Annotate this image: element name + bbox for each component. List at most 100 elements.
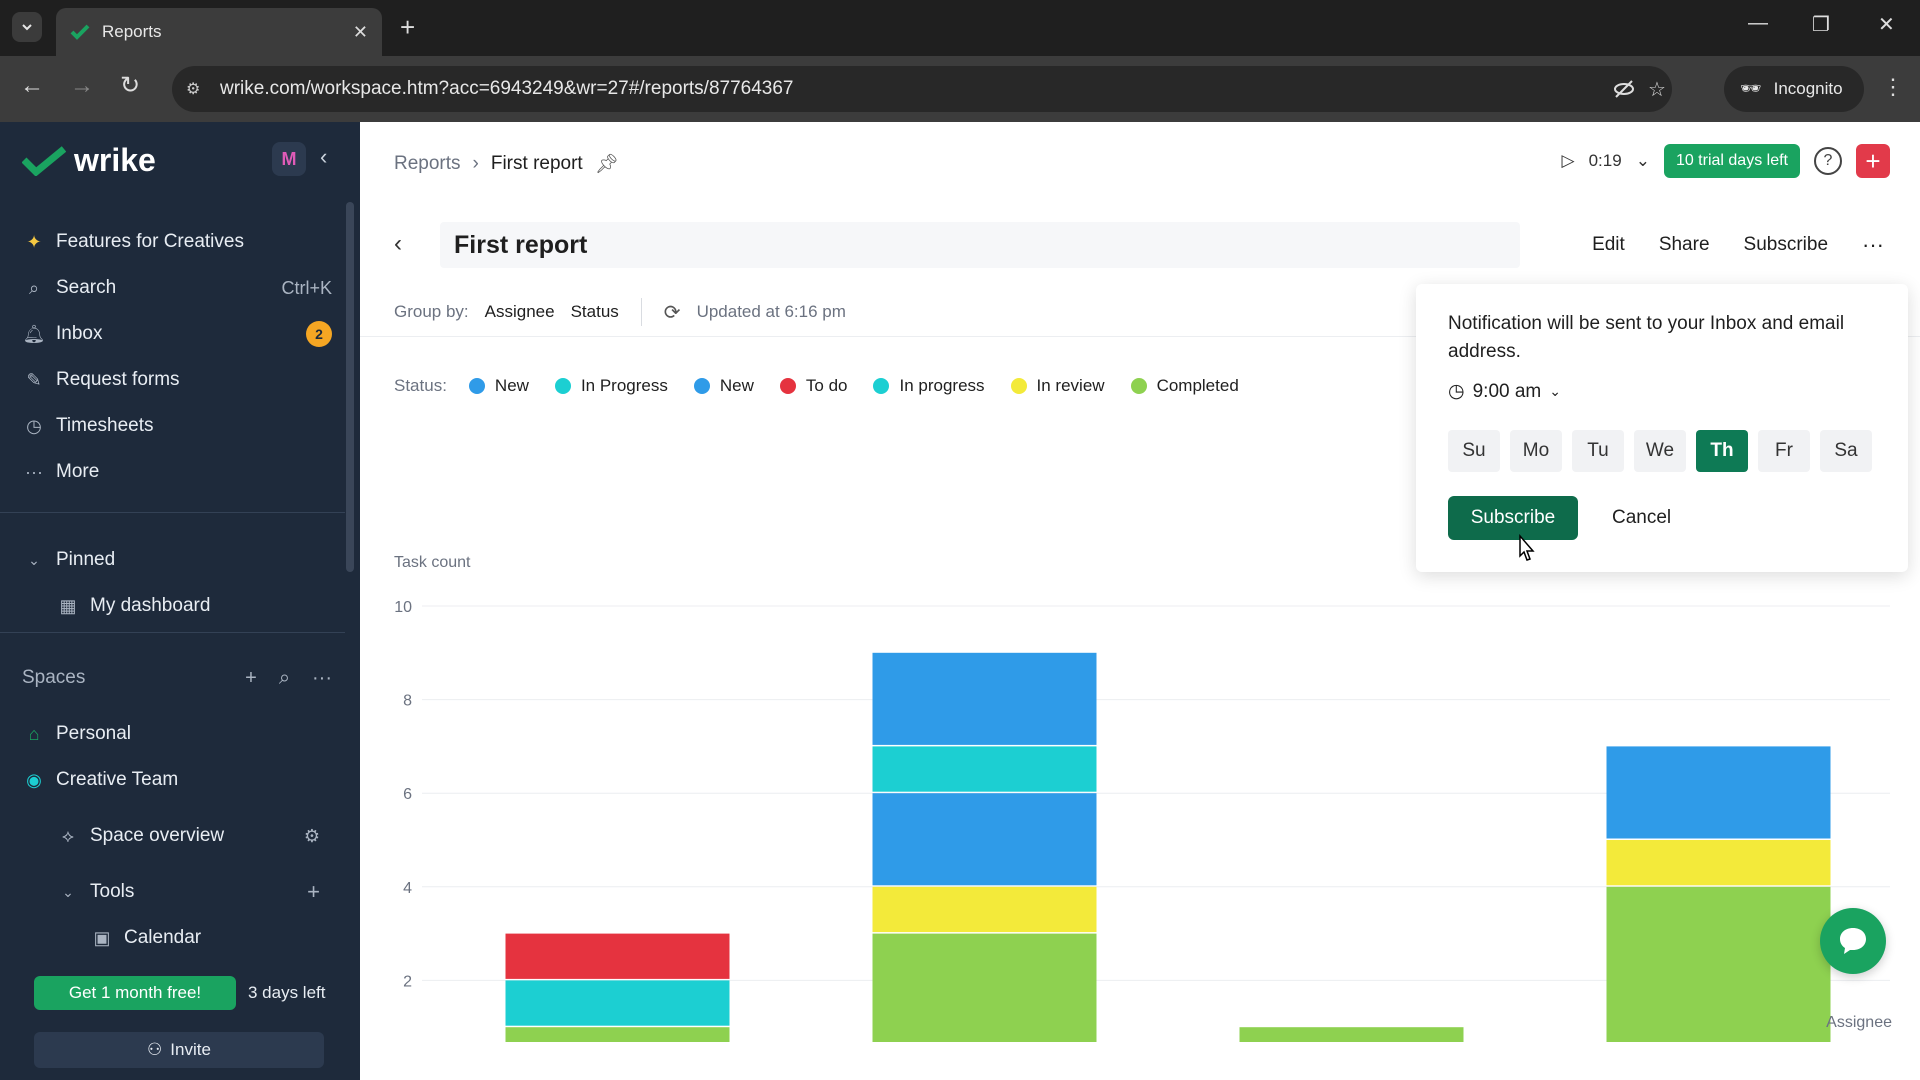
more-options-icon[interactable]: ···: [1862, 232, 1884, 257]
subscribe-button[interactable]: Subscribe: [1448, 496, 1578, 540]
legend-item[interactable]: In Progress: [554, 376, 668, 396]
x-axis-title: Assignee: [1826, 1014, 1892, 1031]
sidebar-item-timesheets[interactable]: ◷ Timesheets: [22, 408, 332, 444]
spaces-menu-icon[interactable]: ···: [312, 666, 332, 689]
pin-icon[interactable]: 📌︎: [594, 154, 619, 175]
day-saturday[interactable]: Sa: [1820, 430, 1872, 472]
timer-value[interactable]: 0:19: [1588, 151, 1622, 170]
breadcrumb-current: First report: [490, 153, 583, 174]
cancel-button[interactable]: Cancel: [1612, 507, 1672, 528]
day-wednesday[interactable]: We: [1634, 430, 1686, 472]
breadcrumb-reports[interactable]: Reports: [394, 153, 461, 174]
days-left-text: 3 days left: [248, 983, 326, 1002]
sidebar-item-my-dashboard[interactable]: ▦ My dashboard: [56, 588, 366, 624]
sidebar-item-personal[interactable]: ⌂ Personal: [22, 716, 332, 752]
browser-tab-bar: Reports ✕ + — ❐ ✕: [0, 0, 1920, 56]
site-info-icon[interactable]: ⚙: [186, 81, 201, 98]
gear-icon[interactable]: ⚙: [303, 825, 320, 846]
invite-button[interactable]: ⚇ Invite: [34, 1032, 324, 1068]
restore-icon[interactable]: ❐: [1812, 14, 1830, 36]
wrike-logo[interactable]: wrike: [22, 142, 156, 179]
header-tools: ▷ 0:19 ⌄ 10 trial days left ? +: [1562, 144, 1890, 178]
create-new-button[interactable]: +: [1856, 144, 1890, 178]
incognito-indicator[interactable]: 🕶 Incognito: [1724, 66, 1864, 112]
browser-tab[interactable]: Reports ✕: [56, 8, 382, 56]
group-by-status[interactable]: Status: [570, 302, 619, 321]
space-icon: ◉: [26, 769, 42, 790]
url-box[interactable]: ⚙ wrike.com/workspace.htm?acc=6943249&wr…: [172, 66, 1672, 112]
tab-title: Reports: [102, 22, 162, 41]
bookmark-star-icon[interactable]: ☆: [1648, 79, 1666, 101]
legend-item[interactable]: In review: [1010, 376, 1105, 396]
legend-item[interactable]: New: [693, 376, 754, 396]
trial-days-button[interactable]: 10 trial days left: [1663, 144, 1800, 178]
legend-item[interactable]: New: [468, 376, 529, 396]
bar-segment: [505, 1027, 730, 1042]
timer: ▷ 0:19 ⌄: [1562, 151, 1650, 171]
pinned-section-header[interactable]: ⌄ Pinned: [22, 542, 332, 578]
time-selector[interactable]: ◷ 9:00 am ⌄: [1448, 380, 1561, 403]
day-friday[interactable]: Fr: [1758, 430, 1810, 472]
group-by-label: Group by:: [394, 302, 469, 321]
workspace-avatar[interactable]: M: [272, 142, 306, 176]
minimize-icon[interactable]: —: [1748, 12, 1768, 34]
window-close-icon[interactable]: ✕: [1878, 14, 1895, 36]
sidebar-item-inbox[interactable]: 🔔︎ Inbox 2: [22, 316, 332, 352]
browser-menu-icon[interactable]: ⋮: [1882, 74, 1904, 99]
chevron-down-icon: ⌄: [62, 883, 74, 900]
sidebar-item-more[interactable]: ··· More: [22, 454, 332, 490]
sidebar-item-label: Timesheets: [56, 415, 154, 436]
search-spaces-icon[interactable]: ⌕: [278, 666, 291, 689]
sidebar-item-label: Space overview: [90, 825, 225, 846]
day-monday[interactable]: Mo: [1510, 430, 1562, 472]
help-icon[interactable]: ?: [1814, 147, 1842, 175]
tab-search-button[interactable]: [12, 12, 42, 42]
day-tuesday[interactable]: Tu: [1572, 430, 1624, 472]
new-tab-icon[interactable]: +: [400, 12, 416, 42]
updated-text: Updated at 6:16 pm: [696, 302, 846, 321]
play-icon[interactable]: ▷: [1561, 151, 1575, 170]
chevron-down-icon[interactable]: ⌄: [1635, 151, 1650, 170]
forward-icon[interactable]: →: [70, 72, 94, 99]
sidebar: wrike M ‹ ✦ Features for Creatives ⌕ Sea…: [0, 122, 360, 1080]
url-text[interactable]: wrike.com/workspace.htm?acc=6943249&wr=2…: [220, 78, 794, 99]
sidebar-item-calendar[interactable]: ▣ Calendar: [90, 920, 400, 956]
share-button[interactable]: Share: [1658, 234, 1710, 255]
reload-icon[interactable]: ↻: [120, 72, 141, 99]
sidebar-item-creative-team[interactable]: ◉ Creative Team: [22, 762, 332, 798]
report-title-input[interactable]: First report: [440, 222, 1520, 268]
sidebar-scrollbar[interactable]: [346, 202, 354, 572]
close-tab-icon[interactable]: ✕: [352, 21, 368, 42]
chat-button[interactable]: [1820, 908, 1886, 974]
legend-item[interactable]: In progress: [873, 376, 985, 396]
add-space-icon[interactable]: +: [245, 666, 257, 689]
sidebar-item-tools[interactable]: ⌄ Tools +: [56, 874, 320, 910]
wrike-check-icon: [22, 145, 66, 176]
day-thursday[interactable]: Th: [1696, 430, 1748, 472]
legend-text: In Progress: [580, 376, 668, 395]
sidebar-item-label: Search: [56, 277, 117, 298]
logo-text: wrike: [74, 142, 156, 178]
section-divider: [360, 336, 1920, 337]
overview-icon: ⟡: [62, 825, 74, 846]
refresh-icon[interactable]: ⟳: [663, 301, 681, 324]
sidebar-item-space-overview[interactable]: ⟡ Space overview ⚙: [56, 818, 320, 854]
back-arrow-icon[interactable]: ‹: [394, 230, 402, 257]
eye-off-icon[interactable]: [1612, 77, 1636, 107]
sidebar-item-search[interactable]: ⌕ Search Ctrl+K: [22, 270, 332, 306]
sidebar-item-request-forms[interactable]: ✎ Request forms: [22, 362, 332, 398]
group-by-assignee[interactable]: Assignee: [484, 302, 555, 321]
day-sunday[interactable]: Su: [1448, 430, 1500, 472]
collapse-sidebar-icon[interactable]: ‹: [320, 144, 328, 169]
legend-text: New: [494, 376, 529, 395]
legend-item[interactable]: To do: [779, 376, 847, 396]
legend-item[interactable]: Completed: [1130, 376, 1239, 396]
back-icon[interactable]: ←: [20, 72, 44, 99]
get-month-free-button[interactable]: Get 1 month free!: [34, 976, 236, 1010]
subscribe-action-button[interactable]: Subscribe: [1743, 234, 1829, 255]
add-tool-icon[interactable]: +: [307, 879, 320, 904]
sidebar-item-features[interactable]: ✦ Features for Creatives: [22, 224, 332, 260]
browser-address-bar: ← → ↻ ⚙ wrike.com/workspace.htm?acc=6943…: [0, 56, 1920, 122]
edit-button[interactable]: Edit: [1592, 234, 1625, 255]
sidebar-item-label: Calendar: [124, 927, 202, 948]
